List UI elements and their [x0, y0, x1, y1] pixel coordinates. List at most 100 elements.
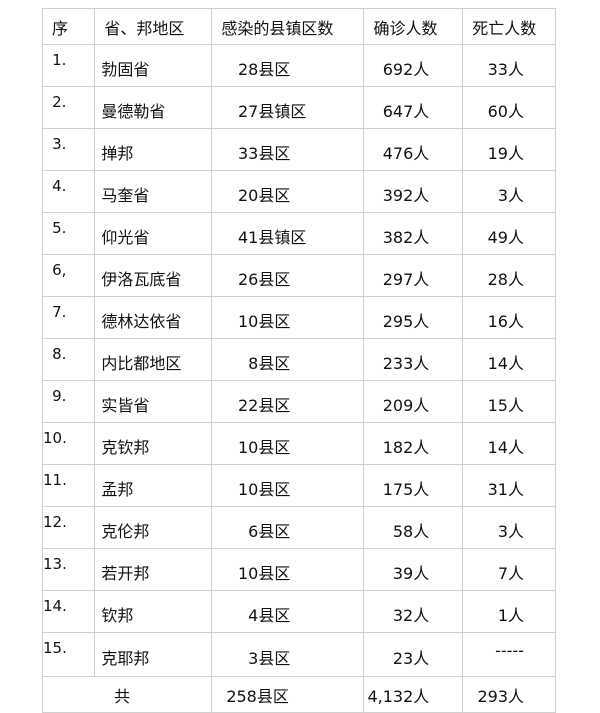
row-seq: 9. — [41, 380, 96, 423]
row-seq: 10. — [41, 422, 96, 465]
row-region: 仰光省 — [94, 212, 213, 255]
row-deaths: 16人 — [462, 296, 556, 339]
row-deaths: ----- — [462, 632, 556, 677]
row-deaths: 60人 — [462, 86, 556, 129]
county-count-unit: 县区 — [258, 605, 291, 625]
row-region: 内比都地区 — [94, 338, 213, 381]
county-count-number: 10 — [237, 563, 259, 583]
row-deaths: 19人 — [462, 128, 556, 171]
header-region: 省、邦地区 — [94, 8, 213, 45]
county-count-unit: 县区 — [258, 353, 291, 373]
row-county-count: 3县区 — [211, 632, 365, 677]
table-row: 14. 钦邦 4县区 32人 1人 — [41, 590, 556, 633]
row-confirmed: 392人 — [363, 170, 464, 213]
row-county-count: 10县区 — [211, 296, 365, 339]
row-seq: 7. — [41, 296, 96, 339]
row-county-count: 4县区 — [211, 590, 365, 633]
row-region: 德林达依省 — [94, 296, 213, 339]
row-county-count: 41县镇区 — [211, 212, 365, 255]
county-count-unit: 县区 — [258, 311, 291, 331]
row-confirmed: 295人 — [363, 296, 464, 339]
row-seq: 15. — [41, 632, 96, 677]
county-count-unit: 县镇区 — [258, 101, 307, 121]
total-deaths: 293人 — [462, 676, 556, 713]
row-deaths: 7人 — [462, 548, 556, 591]
row-seq: 14. — [41, 590, 96, 633]
row-confirmed: 209人 — [363, 380, 464, 423]
row-region: 克耶邦 — [94, 632, 213, 677]
row-region: 克伦邦 — [94, 506, 213, 549]
total-row: 共 258县区 4,132人 293人 — [41, 676, 556, 713]
row-seq: 6, — [41, 254, 96, 297]
row-county-count: 27县镇区 — [211, 86, 365, 129]
row-confirmed: 32人 — [363, 590, 464, 633]
row-county-count: 10县区 — [211, 422, 365, 465]
row-seq: 8. — [41, 338, 96, 381]
row-deaths: 28人 — [462, 254, 556, 297]
county-count-unit: 县区 — [258, 395, 291, 415]
row-seq: 2. — [41, 86, 96, 129]
county-count-unit: 县区 — [258, 59, 291, 79]
row-seq: 11. — [41, 464, 96, 507]
row-region: 勃固省 — [94, 44, 213, 87]
county-count-number: 6 — [248, 521, 259, 541]
table-row: 10. 克钦邦 10县区 182人 14人 — [41, 422, 556, 465]
county-count-number: 3 — [248, 648, 259, 668]
table-row: 1. 勃固省 28县区 692人 33人 — [41, 44, 556, 87]
row-county-count: 26县区 — [211, 254, 365, 297]
header-county-count: 感染的县镇区数 — [211, 8, 365, 45]
row-confirmed: 382人 — [363, 212, 464, 255]
row-region: 若开邦 — [94, 548, 213, 591]
county-count-unit: 县区 — [258, 269, 291, 289]
total-county-count: 258县区 — [211, 676, 365, 713]
row-county-count: 33县区 — [211, 128, 365, 171]
county-count-unit: 县区 — [258, 437, 291, 457]
county-count-number: 8 — [248, 353, 259, 373]
row-deaths: 3人 — [462, 170, 556, 213]
county-count-unit: 县区 — [258, 185, 291, 205]
row-county-count: 10县区 — [211, 464, 365, 507]
table-row: 5. 仰光省 41县镇区 382人 49人 — [41, 212, 556, 255]
table-row: 6, 伊洛瓦底省 26县区 297人 28人 — [41, 254, 556, 297]
header-seq: 序 — [41, 8, 96, 45]
covid-region-table: 序 省、邦地区 感染的县镇区数 确诊人数 死亡人数 1. 勃固省 28县区 692人 3… — [41, 8, 556, 713]
row-seq: 3. — [41, 128, 96, 171]
table-row: 3. 掸邦 33县区 476人 19人 — [41, 128, 556, 171]
row-seq: 5. — [41, 212, 96, 255]
row-seq: 12. — [41, 506, 96, 549]
county-count-number: 33 — [237, 143, 259, 163]
row-deaths: 14人 — [462, 338, 556, 381]
row-region: 孟邦 — [94, 464, 213, 507]
county-count-number: 27 — [237, 101, 259, 121]
county-count-unit: 县区 — [258, 143, 291, 163]
row-confirmed: 182人 — [363, 422, 464, 465]
county-count-number: 4 — [248, 605, 259, 625]
table-row: 9. 实皆省 22县区 209人 15人 — [41, 380, 556, 423]
row-region: 钦邦 — [94, 590, 213, 633]
row-region: 掸邦 — [94, 128, 213, 171]
row-deaths: 15人 — [462, 380, 556, 423]
county-count-number: 10 — [237, 479, 259, 499]
row-county-count: 8县区 — [211, 338, 365, 381]
row-county-count: 6县区 — [211, 506, 365, 549]
row-region: 曼德勒省 — [94, 86, 213, 129]
row-seq: 1. — [41, 44, 96, 87]
row-seq: 4. — [41, 170, 96, 213]
header-row: 序 省、邦地区 感染的县镇区数 确诊人数 死亡人数 — [41, 8, 556, 45]
header-deaths: 死亡人数 — [462, 8, 556, 45]
county-count-unit: 县区 — [258, 479, 291, 499]
row-county-count: 22县区 — [211, 380, 365, 423]
county-count-number: 28 — [237, 59, 259, 79]
county-count-number: 26 — [237, 269, 259, 289]
table-row: 7. 德林达依省 10县区 295人 16人 — [41, 296, 556, 339]
row-confirmed: 39人 — [363, 548, 464, 591]
row-deaths: 1人 — [462, 590, 556, 633]
row-confirmed: 58人 — [363, 506, 464, 549]
row-seq: 13. — [41, 548, 96, 591]
total-label: 共 — [41, 676, 213, 713]
row-confirmed: 476人 — [363, 128, 464, 171]
county-count-number: 10 — [237, 311, 259, 331]
row-deaths: 14人 — [462, 422, 556, 465]
table-row: 8. 内比都地区 8县区 233人 14人 — [41, 338, 556, 381]
table-row: 4. 马奎省 20县区 392人 3人 — [41, 170, 556, 213]
